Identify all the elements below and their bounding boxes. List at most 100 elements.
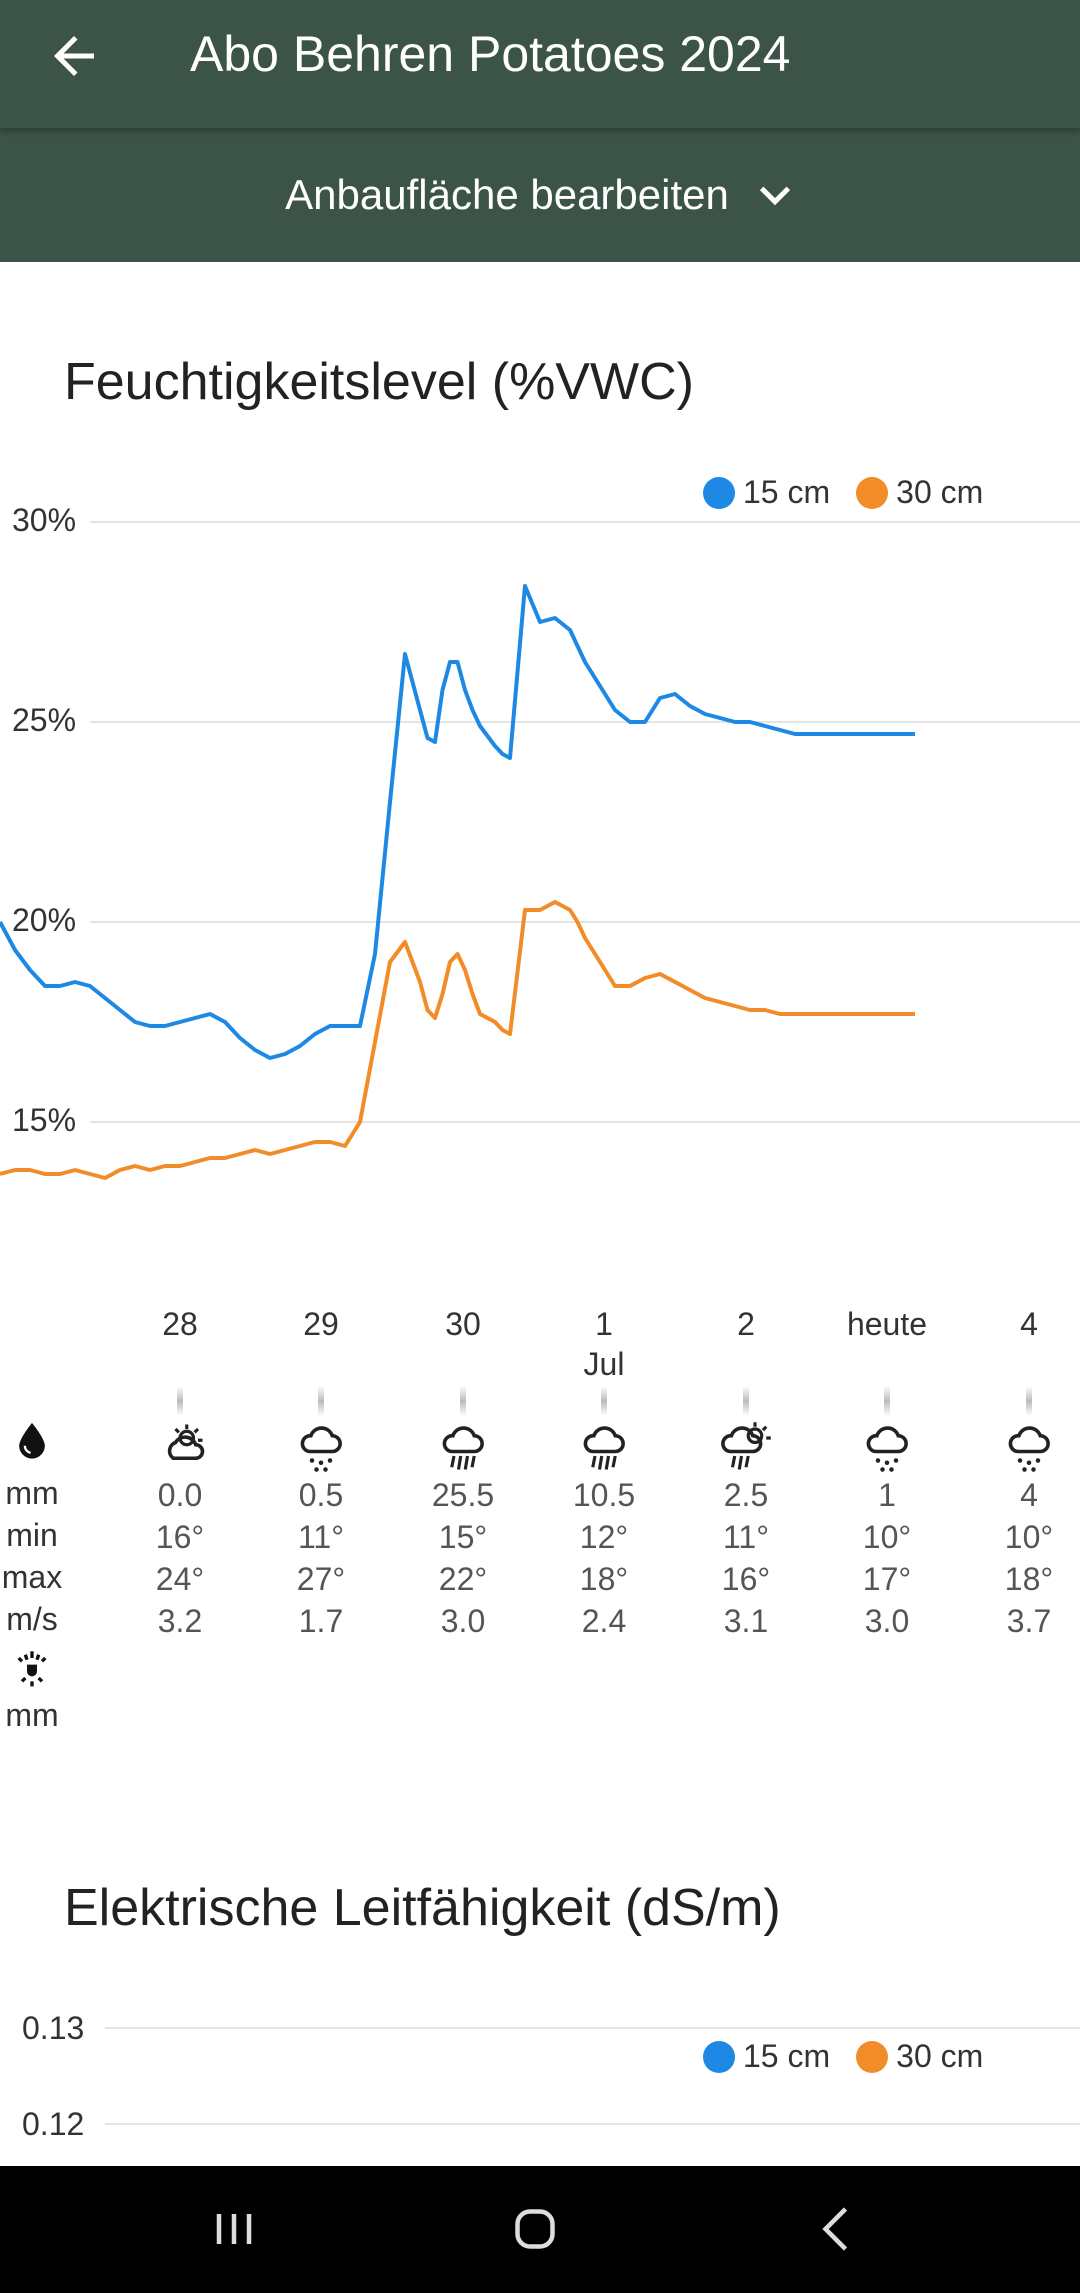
rain-unit-label: mm	[5, 1475, 59, 1511]
weather-day-column: 1 10° 17° 3.0	[827, 1386, 947, 1642]
chevron-down-icon	[759, 186, 790, 206]
wind-speed: 3.7	[1006, 1603, 1052, 1639]
day-number: 4	[1020, 1306, 1038, 1342]
irrigation-unit-label: mm	[5, 1697, 59, 1733]
max-temp: 18°	[1004, 1561, 1054, 1597]
legend-item-15cm: 15 cm	[703, 474, 830, 511]
ec-legend-item-30cm: 30 cm	[856, 2038, 983, 2075]
min-temp: 11°	[722, 1519, 769, 1555]
legend-dot-15cm	[703, 476, 735, 509]
day-number: heute	[846, 1306, 928, 1342]
page-title: Abo Behren Potatoes 2024	[190, 26, 791, 82]
system-nav-bar	[0, 2166, 1080, 2293]
wind-speed: 3.0	[440, 1603, 486, 1639]
day-number: 1	[595, 1306, 613, 1342]
sun-rain-icon	[721, 1422, 771, 1470]
max-temp: 22°	[438, 1561, 488, 1597]
y-tick-20: 20%	[12, 902, 77, 938]
day-number: 28	[162, 1306, 198, 1342]
day-label: 4	[969, 1304, 1080, 1344]
min-temp: 10°	[862, 1519, 912, 1555]
weather-day-column: 4 10° 18° 3.7	[969, 1386, 1080, 1642]
series-line-30cm	[0, 900, 915, 1180]
day-tick	[318, 1386, 324, 1416]
day-label: 1 Jul	[544, 1304, 664, 1384]
rain-value: 2.5	[723, 1477, 769, 1513]
nav-back-icon[interactable]	[808, 2199, 868, 2259]
water-drop-icon	[19, 1422, 45, 1459]
day-tick	[601, 1386, 607, 1416]
moisture-title: Feuchtigkeitslevel (%VWC)	[64, 353, 694, 411]
weather-day-column: 25.5 15° 22° 3.0	[403, 1386, 523, 1642]
day-label: 30	[403, 1304, 523, 1344]
ec-legend-item-15cm: 15 cm	[703, 2038, 830, 2075]
legend-label-15cm: 15 cm	[743, 474, 831, 510]
day-number: 2	[737, 1306, 755, 1342]
wind-speed: 2.4	[581, 1603, 627, 1639]
edit-field-label: Anbaufläche bearbeiten	[285, 171, 729, 218]
ec-y-tick-013: 0.13	[22, 2010, 85, 2046]
rain-icon	[442, 1426, 484, 1470]
series-line-15cm	[0, 584, 915, 1060]
weather-day-column: 0.5 11° 27° 1.7	[261, 1386, 381, 1642]
home-icon[interactable]	[505, 2199, 565, 2259]
moisture-legend: 15 cm 30 cm	[703, 474, 1009, 511]
min-temp: 15°	[438, 1519, 488, 1555]
ec-title: Elektrische Leitfähigkeit (dS/m)	[64, 1879, 781, 1937]
drizzle-icon	[866, 1426, 908, 1472]
partly-cloudy-icon	[167, 1424, 205, 1461]
max-temp: 16°	[721, 1561, 771, 1597]
wind-label: m/s	[6, 1601, 58, 1637]
rain-value: 4	[1020, 1477, 1038, 1513]
day-number: 29	[303, 1306, 339, 1342]
wind-speed: 1.7	[298, 1603, 344, 1639]
ec-y-tick-012: 0.12	[22, 2106, 85, 2142]
max-temp: 17°	[862, 1561, 912, 1597]
rain-icon	[583, 1426, 625, 1470]
y-tick-30: 30%	[12, 502, 77, 538]
day-tick	[177, 1386, 183, 1416]
day-tick	[743, 1386, 749, 1416]
legend-item-30cm: 30 cm	[856, 474, 983, 511]
min-temp: 12°	[579, 1519, 629, 1555]
weather-day-column: 2.5 11° 16° 3.1	[686, 1386, 806, 1642]
day-tick	[460, 1386, 466, 1416]
ec-chart	[105, 2027, 1080, 2125]
arrow-left-icon[interactable]	[44, 26, 104, 86]
rain-row-label	[0, 1420, 64, 1470]
drizzle-icon	[1008, 1426, 1050, 1472]
day-label: 29	[261, 1304, 381, 1344]
ec-legend-dot-30cm	[856, 2040, 889, 2073]
max-label: max	[1, 1559, 63, 1595]
y-tick-25: 25%	[12, 702, 77, 738]
rain-value: 25.5	[431, 1477, 495, 1513]
rain-value: 10.5	[572, 1477, 636, 1513]
min-label: min	[6, 1517, 58, 1553]
legend-dot-30cm	[856, 476, 889, 509]
wind-speed: 3.1	[723, 1603, 769, 1639]
rain-value: 0.0	[157, 1477, 203, 1513]
y-tick-15: 15%	[12, 1102, 77, 1138]
max-temp: 27°	[296, 1561, 346, 1597]
min-temp: 11°	[297, 1519, 344, 1555]
max-temp: 24°	[155, 1561, 205, 1597]
ec-legend-label-15cm: 15 cm	[743, 2038, 831, 2074]
max-temp: 18°	[579, 1561, 629, 1597]
drizzle-icon	[300, 1426, 342, 1472]
month-label: Jul	[583, 1346, 625, 1382]
rain-value: 0.5	[298, 1477, 344, 1513]
day-label: 28	[120, 1304, 240, 1344]
day-label: 2	[686, 1304, 806, 1344]
min-temp: 16°	[155, 1519, 205, 1555]
weather-day-column: 0.0 16° 24° 3.2	[120, 1386, 240, 1642]
recent-apps-icon[interactable]	[204, 2199, 264, 2259]
rain-value: 1	[878, 1477, 896, 1513]
min-temp: 10°	[1004, 1519, 1054, 1555]
irrigation-row-label	[0, 1648, 64, 1698]
sprinkler-icon	[17, 1651, 47, 1687]
wind-speed: 3.2	[157, 1603, 203, 1639]
wind-speed: 3.0	[864, 1603, 910, 1639]
edit-field-button[interactable]: Anbaufläche bearbeiten	[0, 128, 1080, 262]
day-tick	[884, 1386, 890, 1416]
day-label: heute	[827, 1304, 947, 1344]
